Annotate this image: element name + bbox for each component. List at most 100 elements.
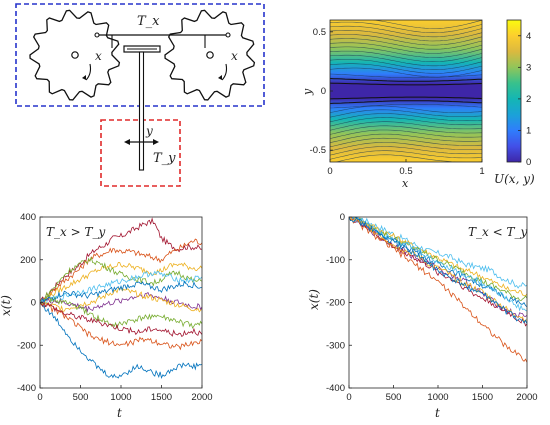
contour-line — [330, 50, 482, 62]
series-line — [40, 292, 202, 313]
ty-label: T_y — [153, 151, 176, 166]
contour-line — [330, 96, 482, 100]
walk-lines-right — [349, 217, 527, 363]
x-tick-label: 0 — [327, 166, 332, 177]
ratchet-diagram: T_x x x y T_y — [15, 3, 265, 187]
contour-line — [330, 125, 482, 135]
series-line — [349, 217, 527, 312]
y-tick-label: 0 — [321, 86, 326, 97]
colorbar-tick-label: 1 — [526, 125, 531, 136]
contour-line — [330, 100, 482, 104]
colorbar-tick-label: 2 — [526, 94, 531, 105]
contour-line — [330, 34, 482, 46]
colorbar-tick-label: 0 — [526, 157, 531, 168]
colorbar-tick-label: 4 — [526, 31, 531, 42]
rotation-arrow-icon — [221, 63, 228, 81]
contour-line — [330, 63, 482, 74]
series-line — [352, 217, 527, 289]
x-tick-label: 1000 — [110, 392, 131, 403]
contour-line — [330, 150, 482, 160]
rod-end-right — [225, 32, 231, 38]
series-line — [349, 217, 527, 297]
y-tick-label: -400 — [17, 383, 36, 394]
double-arrow-head-right — [153, 139, 159, 145]
walk-plot-right: 0 500 1000 1500 2000 0 -100 -200 -300 -400 T_x < … — [307, 212, 538, 420]
contour-line — [330, 59, 482, 70]
x-tick-label: 1 — [479, 166, 484, 177]
series-line — [40, 238, 202, 305]
y-tick-label: 200 — [20, 255, 36, 266]
contour-line — [330, 146, 482, 156]
contour-line — [330, 121, 482, 131]
contour-line — [330, 142, 482, 152]
contour-line — [330, 73, 482, 79]
y-tick-label: 400 — [20, 212, 36, 223]
heatmap-y-ticks: 0.5 0 -0.5 — [310, 27, 333, 156]
series-line — [349, 217, 527, 325]
x-tick-label: 1000 — [427, 392, 448, 403]
annotation-right: T_x < T_y — [468, 225, 527, 239]
contour-line — [330, 103, 482, 109]
series-line — [40, 280, 202, 303]
tx-label: T_x — [137, 14, 160, 29]
plot-frame-right — [348, 216, 528, 389]
y-tick-label: -200 — [17, 340, 36, 351]
red-heat-bath-box — [100, 119, 181, 187]
contour-lines — [330, 20, 482, 162]
y-tick-label: 0 — [31, 298, 36, 309]
colorbar-tick-label: 3 — [526, 62, 531, 73]
y-tick-label: -300 — [326, 340, 345, 351]
contour-line — [330, 117, 482, 127]
rotation-arrow-icon — [85, 63, 92, 81]
y-label-piston: y — [145, 124, 153, 138]
y-tick-label: -100 — [326, 255, 345, 266]
gear-icon — [29, 9, 121, 101]
contour-line — [330, 67, 482, 78]
series-line — [40, 270, 202, 305]
x-tick-label: 1500 — [151, 392, 172, 403]
x-tick-label: 0 — [37, 392, 42, 403]
y-tick-label: -0.5 — [310, 145, 326, 156]
contour-line — [330, 129, 482, 139]
contour-line — [330, 105, 482, 113]
x-tick-label: 2000 — [516, 392, 537, 403]
contour-line — [330, 113, 482, 123]
x-label-left-gear: x — [95, 49, 102, 63]
series-line — [40, 302, 202, 380]
piston-rod — [138, 51, 145, 171]
contour-line — [330, 46, 482, 58]
colorbar — [506, 19, 522, 163]
xlabel-left: t — [117, 406, 122, 420]
heatmap-ylabel: y — [301, 88, 314, 96]
rotation-arrow-head-right — [218, 75, 222, 80]
heatmap-x-ticks: 0 0.5 1 — [327, 159, 485, 177]
y-tick-label: 0.5 — [313, 27, 326, 38]
rod-end-left — [94, 32, 100, 38]
ylabel-right: x(t) — [307, 289, 321, 310]
contour-line — [330, 42, 482, 54]
series-line — [352, 217, 527, 308]
gear-right-center — [206, 51, 214, 59]
axis-ticks-right: 0 500 1000 1500 2000 0 -100 -200 -300 -400 — [326, 212, 538, 403]
x-tick-label: 0 — [346, 392, 351, 403]
colorbar-ticks: 4 3 2 1 0 — [518, 31, 531, 168]
ylabel-left: x(t) — [0, 295, 13, 316]
y-tick-label: -400 — [326, 383, 345, 394]
contour-line — [330, 82, 482, 86]
y-tick-label: 0 — [340, 212, 345, 223]
heatmap-field — [330, 20, 482, 162]
contour-line — [330, 137, 482, 148]
colorbar-label: U(x, y) — [494, 172, 535, 186]
contour-line — [330, 25, 482, 38]
x-label-right-gear: x — [231, 49, 238, 63]
y-tick-label: -200 — [326, 298, 345, 309]
xlabel-right: t — [435, 406, 440, 420]
rotation-arrow-head-left — [82, 75, 86, 80]
series-line — [40, 217, 202, 303]
double-arrow-head-left — [124, 139, 130, 145]
annotation-left: T_x > T_y — [46, 225, 105, 239]
contour-line — [372, 20, 482, 29]
